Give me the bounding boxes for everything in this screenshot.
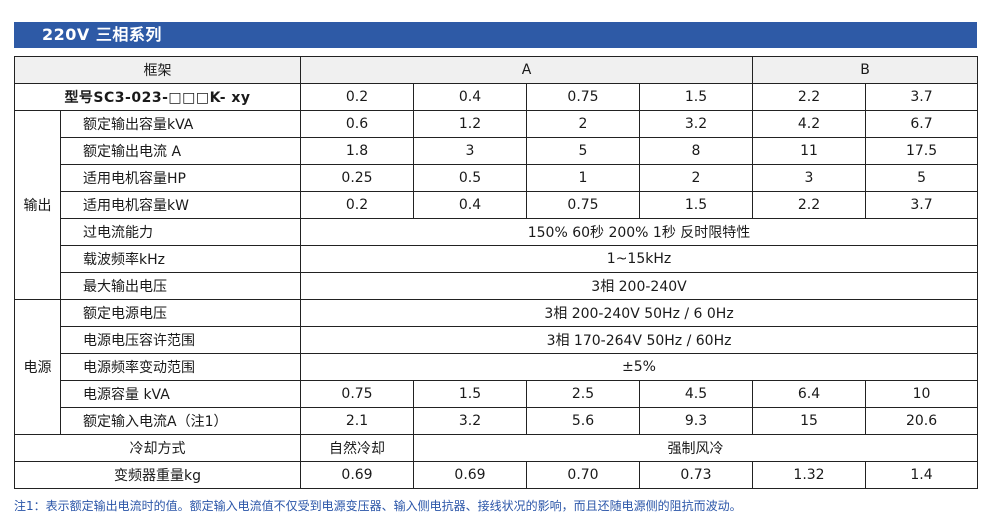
row-label: 适用电机容量kW bbox=[60, 191, 301, 219]
table-cell: 4.5 bbox=[638, 380, 754, 408]
table-cell: 3.7 bbox=[865, 83, 979, 111]
table-cell: 4.2 bbox=[752, 110, 867, 138]
merged-cell: 150% 60秒 200% 1秒 反时限特性 bbox=[299, 218, 979, 246]
row-label: 最大输出电压 bbox=[60, 272, 301, 300]
table-row: 适用电机容量HP 0.25 0.5 1 2 3 5 bbox=[15, 164, 979, 192]
table-cell: 0.75 bbox=[526, 83, 640, 111]
output-group-label: 输出 bbox=[14, 110, 61, 300]
merged-cell: 1~15kHz bbox=[299, 245, 979, 273]
table-cell: 11 bbox=[752, 137, 867, 165]
table-cell: 3.2 bbox=[413, 407, 527, 435]
table-cell: 0.6 bbox=[300, 110, 414, 138]
table-row: 输出 额定输出容量kVA 0.6 1.2 2 3.2 4.2 6.7 bbox=[14, 110, 979, 300]
table-cell: 0.69 bbox=[300, 461, 414, 489]
merged-cell: ±5% bbox=[299, 353, 979, 381]
table-cell: 5 bbox=[865, 164, 979, 192]
merged-cell: 3相 170-264V 50Hz / 60Hz bbox=[299, 326, 979, 354]
table-cell: 6.4 bbox=[752, 380, 867, 408]
table-cell: 0.75 bbox=[526, 191, 640, 219]
table-cell: 1.5 bbox=[638, 191, 754, 219]
row-label: 电源频率变动范围 bbox=[60, 353, 301, 381]
table-cell: 2.2 bbox=[752, 83, 867, 111]
power-group-label: 电源 bbox=[14, 299, 61, 435]
table-cell: 2.1 bbox=[300, 407, 414, 435]
table-cell: 20.6 bbox=[865, 407, 979, 435]
spec-table: 框架 A B 型号SC3-023-□□□K- xy 0.2 0.4 0.75 1… bbox=[14, 56, 979, 489]
table-cell: 0.75 bbox=[300, 380, 414, 408]
table-cell: 6.7 bbox=[865, 110, 979, 138]
table-cell: 2.2 bbox=[752, 191, 867, 219]
table-cell: 0.69 bbox=[413, 461, 527, 489]
table-cell: 2 bbox=[638, 164, 754, 192]
weight-label: 变频器重量kg bbox=[14, 461, 301, 489]
table-row: 过电流能力 150% 60秒 200% 1秒 反时限特性 bbox=[15, 218, 979, 246]
table-cell: 1.4 bbox=[865, 461, 979, 489]
table-cell: 0.25 bbox=[300, 164, 414, 192]
table-row: 额定输出电流 A 1.8 3 5 8 11 17.5 bbox=[15, 137, 979, 165]
table-cell: 5.6 bbox=[526, 407, 640, 435]
table-cell: 3 bbox=[413, 137, 527, 165]
table-row: 载波频率kHz 1~15kHz bbox=[15, 245, 979, 273]
table-cell: 9.3 bbox=[638, 407, 754, 435]
table-row: 最大输出电压 3相 200-240V bbox=[15, 272, 979, 300]
table-row: 电源容量 kVA 0.75 1.5 2.5 4.5 6.4 10 bbox=[15, 380, 979, 408]
table-cell: 17.5 bbox=[865, 137, 979, 165]
table-cell: 0.2 bbox=[300, 191, 414, 219]
table-row: 型号SC3-023-□□□K- xy 0.2 0.4 0.75 1.5 2.2 … bbox=[14, 83, 979, 111]
table-row: 冷却方式 自然冷却 强制风冷 bbox=[14, 434, 979, 462]
table-cell: 2.5 bbox=[526, 380, 640, 408]
table-cell: 3.7 bbox=[865, 191, 979, 219]
cooling-label: 冷却方式 bbox=[14, 434, 301, 462]
table-row: 电源电压容许范围 3相 170-264V 50Hz / 60Hz bbox=[15, 326, 979, 354]
cooling-forced: 强制风冷 bbox=[412, 434, 979, 462]
table-cell: 0.4 bbox=[413, 83, 527, 111]
table-cell: 5 bbox=[526, 137, 640, 165]
table-cell: 1.8 bbox=[300, 137, 414, 165]
table-cell: 15 bbox=[752, 407, 867, 435]
table-row: 变频器重量kg 0.69 0.69 0.70 0.73 1.32 1.4 bbox=[14, 461, 979, 489]
table-row: 额定输入电流A（注1） 2.1 3.2 5.6 9.3 15 20.6 bbox=[15, 407, 979, 435]
table-cell: 10 bbox=[865, 380, 979, 408]
table-cell: 1.32 bbox=[752, 461, 867, 489]
cooling-natural: 自然冷却 bbox=[300, 434, 414, 462]
row-label: 电源电压容许范围 bbox=[60, 326, 301, 354]
footnote: 注1：表示额定输出电流时的值。额定输入电流值不仅受到电源变压器、输入侧电抗器、接… bbox=[14, 499, 742, 513]
table-row: 电源频率变动范围 ±5% bbox=[15, 353, 979, 381]
table-row: 适用电机容量kW 0.2 0.4 0.75 1.5 2.2 3.7 bbox=[15, 191, 979, 219]
merged-cell: 3相 200-240V bbox=[299, 272, 979, 300]
row-label: 额定输出电流 A bbox=[60, 137, 301, 165]
frame-group-a: A bbox=[299, 56, 754, 84]
page-title: 220V 三相系列 bbox=[14, 22, 977, 48]
table-cell: 2 bbox=[526, 110, 640, 138]
model-label: 型号SC3-023-□□□K- xy bbox=[14, 83, 301, 111]
table-cell: 1.5 bbox=[413, 380, 527, 408]
table-cell: 1.5 bbox=[638, 83, 754, 111]
table-cell: 8 bbox=[638, 137, 754, 165]
row-label: 额定输出容量kVA bbox=[60, 110, 301, 138]
table-row: 电源 额定电源电压 3相 200-240V 50Hz / 6 0Hz bbox=[14, 299, 979, 435]
row-label: 额定电源电压 bbox=[60, 299, 301, 327]
frame-group-b: B bbox=[752, 56, 979, 84]
row-label: 适用电机容量HP bbox=[60, 164, 301, 192]
table-cell: 1.2 bbox=[413, 110, 527, 138]
table-cell: 3 bbox=[752, 164, 867, 192]
row-label: 电源容量 kVA bbox=[60, 380, 301, 408]
table-cell: 3.2 bbox=[638, 110, 754, 138]
frame-label: 框架 bbox=[14, 56, 301, 84]
table-cell: 0.73 bbox=[638, 461, 754, 489]
merged-cell: 3相 200-240V 50Hz / 6 0Hz bbox=[299, 299, 979, 327]
table-cell: 0.70 bbox=[526, 461, 640, 489]
table-header-row: 框架 A B bbox=[14, 56, 979, 84]
table-cell: 0.5 bbox=[413, 164, 527, 192]
row-label: 额定输入电流A（注1） bbox=[60, 407, 301, 435]
row-label: 过电流能力 bbox=[60, 218, 301, 246]
table-cell: 1 bbox=[526, 164, 640, 192]
table-cell: 0.4 bbox=[413, 191, 527, 219]
table-cell: 0.2 bbox=[300, 83, 414, 111]
row-label: 载波频率kHz bbox=[60, 245, 301, 273]
